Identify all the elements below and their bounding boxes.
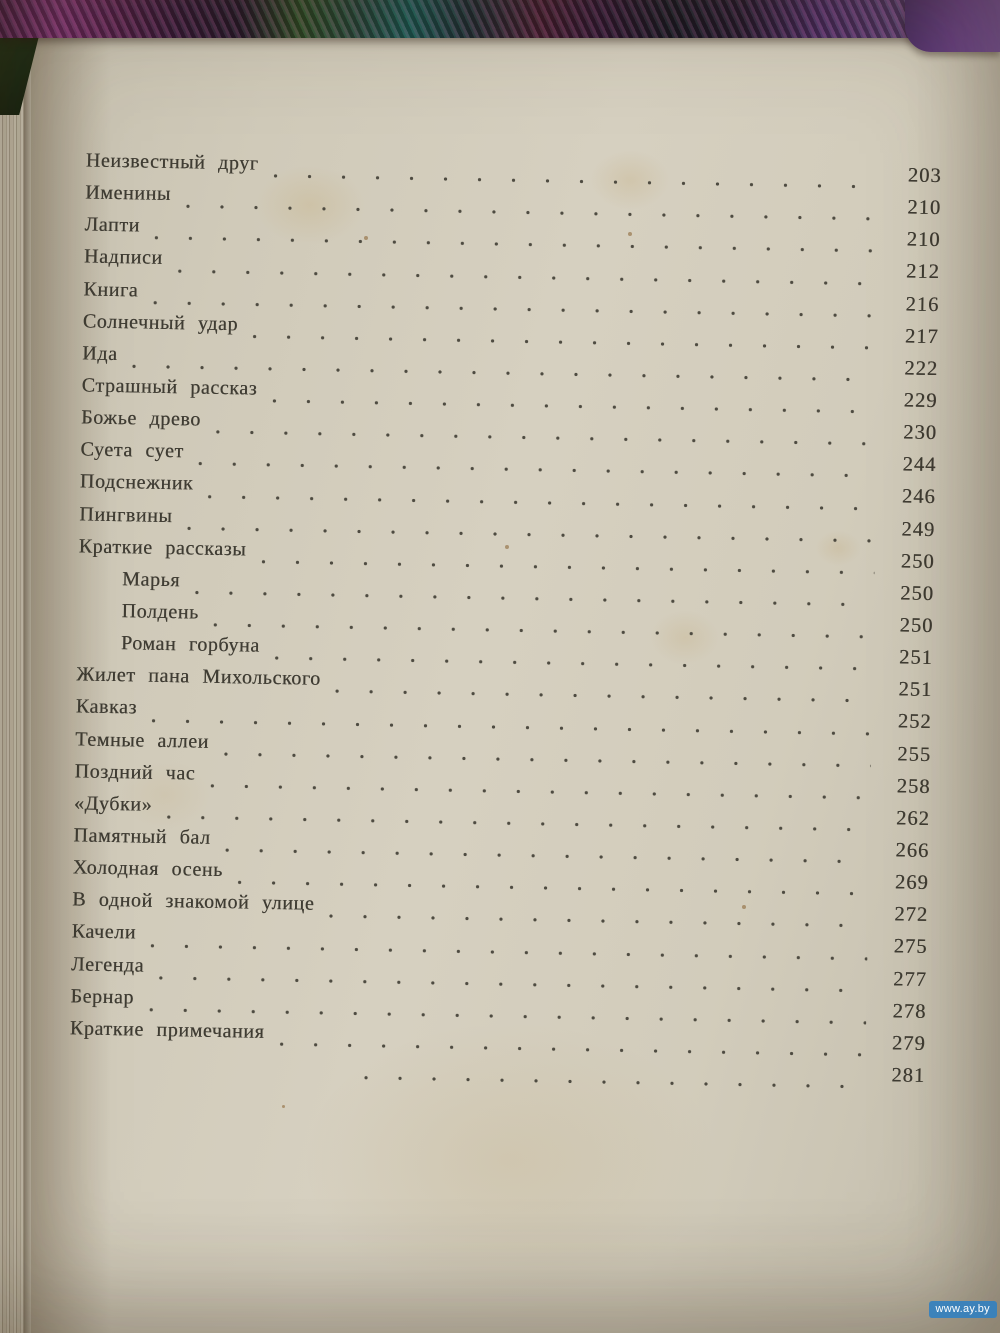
toc-entry-title: Темные аллеи [75,727,210,753]
toc-entry-title: Суета сует [80,438,184,463]
toc-entry-page: 251 [898,646,934,670]
toc-entry-title: Именины [85,181,172,206]
toc-entry-page: 210 [906,228,941,252]
toc-entry-title: Божье древо [80,406,202,431]
toc-entry-page: 272 [894,903,929,927]
toc-entry-page: 269 [894,871,929,895]
toc-entry-page: 266 [895,839,930,862]
page-stack-edge [0,0,24,1333]
toc-entry-title: Качели [71,920,137,944]
paper-speck [282,1105,285,1108]
toc-entry-title: Надписи [83,245,163,270]
toc-entry-title: Поздний час [74,760,196,785]
toc-entry-page: 249 [901,518,936,541]
toc-entry-page: 255 [897,742,932,766]
toc-entry-page: 210 [907,196,942,220]
page-stack-shadow [24,0,31,1333]
toc-entry-page: 275 [893,935,928,959]
toc-entry-title: Лапти [84,213,141,237]
paper-speck [742,905,746,909]
toc-entry-page: 277 [892,967,928,991]
toc-entry-page: 212 [905,260,941,284]
toc-entry-page: 250 [899,614,934,638]
toc-list: Неизвестный друг 203 Именины 210 Лапти 210 Над… [69,149,942,1097]
toc-entry-page: 251 [898,678,933,702]
toc-entry-title: Бернар [70,984,135,1009]
toc-entry-page: 216 [905,293,940,316]
toc-entry-page: 250 [900,550,935,573]
toc-entry-title: Марья [121,568,181,592]
toc-entry-title: «Дубки» [73,792,153,816]
toc-entry-title: Ида [82,342,118,365]
paper-stain [300,1020,720,1300]
toc-entry-page: 279 [891,1032,926,1055]
toc-entry-page: 203 [907,164,942,188]
toc-entry-page: 229 [903,389,938,413]
toc-entry-page: 281 [891,1064,926,1087]
toc-entry-page: 250 [900,582,935,605]
toc-entry-title: Холодная осень [72,856,224,882]
toc-entry-page: 246 [901,485,936,509]
toc-entry-title: В одной знакомой улице [72,888,315,915]
toc-entry-page: 222 [904,357,939,380]
paper-speck [628,232,632,236]
toc-entry-page: 258 [896,775,931,798]
toc-entry-title: Памятный бал [73,824,211,849]
toc-entry-page: 278 [892,1000,927,1023]
toc-entry-title: Кавказ [75,695,138,719]
fabric-texture [0,0,1000,38]
toc-entry-page: 262 [895,807,931,830]
toc-entry-title: Пингвины [79,502,173,527]
toc-entry-title: Книга [83,277,139,301]
toc-entry-title: Полдень [121,600,199,624]
toc-entry-title: Роман горбуна [120,632,260,657]
toc-entry-page: 252 [897,710,932,734]
paper-speck [505,545,509,549]
toc-entry-title: Легенда [70,952,145,977]
toc-entry-title: Страшный рассказ [81,374,258,400]
fabric-strip-top [0,0,1000,38]
toc-entry-title: Жилет пана Михольского [76,663,321,691]
toc-entry-page: 244 [902,453,937,477]
toc-entry-title: Неизвестный друг [85,149,259,175]
fabric-corner-top-right [905,0,1000,52]
toc-entry-title: Солнечный удар [82,310,239,335]
gutter-shadow [31,0,111,1333]
toc-entry-title: Краткие примечания [69,1017,265,1043]
watermark-badge: www.ay.by [928,1301,997,1318]
toc-entry-title: Краткие рассказы [78,535,247,561]
toc-entry-title: Подснежник [79,470,194,495]
toc-entry-page: 230 [903,421,938,445]
toc-entry-page: 217 [904,325,939,348]
